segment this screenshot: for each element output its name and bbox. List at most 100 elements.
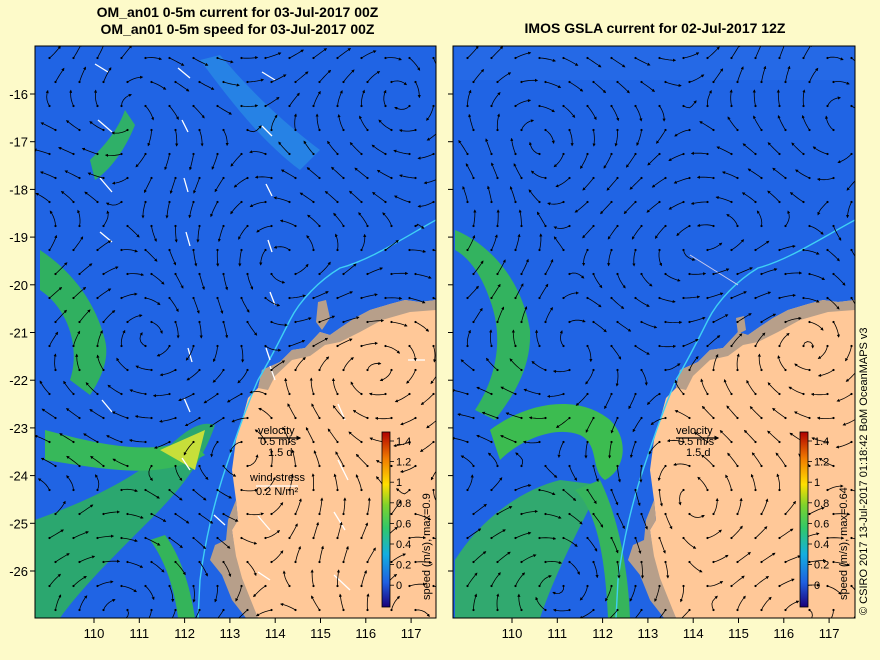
left-streamline bbox=[385, 239, 399, 251]
left-streamline bbox=[145, 105, 155, 121]
right-streamline bbox=[794, 363, 810, 371]
left-streamline bbox=[319, 356, 330, 371]
left-streamline bbox=[79, 595, 88, 611]
left-streamline bbox=[79, 504, 94, 515]
credit-text: © CSIRO 2017 13-Jul-2017 01:18:42 BoM Oc… bbox=[858, 327, 870, 615]
left-streamline bbox=[313, 521, 320, 539]
right-streamline bbox=[689, 316, 706, 323]
right-streamline bbox=[858, 226, 861, 242]
right-streamline bbox=[779, 293, 796, 299]
right-streamline bbox=[749, 405, 762, 419]
left-streamline bbox=[440, 274, 455, 281]
right-streamline bbox=[635, 57, 651, 66]
left-streamline bbox=[199, 81, 215, 90]
left-streamline bbox=[203, 393, 218, 404]
left-streamline bbox=[49, 46, 61, 59]
left-streamline bbox=[247, 561, 257, 577]
left-streamline bbox=[81, 147, 98, 155]
right-streamline bbox=[509, 358, 522, 371]
left-streamline bbox=[103, 599, 116, 611]
left-streamline bbox=[295, 71, 309, 83]
right-streamline bbox=[528, 189, 540, 203]
left-streamline bbox=[223, 465, 237, 477]
right-streamline bbox=[809, 321, 824, 331]
right-streamline bbox=[716, 146, 732, 155]
right-streamline bbox=[593, 465, 599, 483]
left-lat-tick--25: -25 bbox=[9, 516, 28, 531]
left-streamline bbox=[337, 291, 354, 299]
left-streamline bbox=[265, 476, 276, 491]
right-streamline bbox=[785, 500, 796, 515]
left-streamline bbox=[319, 261, 331, 275]
left-streamline bbox=[343, 69, 355, 83]
right-streamline bbox=[696, 223, 714, 227]
right-streamline bbox=[497, 506, 513, 515]
left-streamline bbox=[217, 297, 224, 314]
right-streamline bbox=[491, 529, 506, 539]
right-streamline bbox=[473, 307, 483, 323]
right-streamline bbox=[623, 201, 636, 215]
left-streamline bbox=[65, 120, 80, 131]
right-streamline bbox=[650, 417, 666, 426]
right-streamline bbox=[727, 116, 738, 131]
left-streamline bbox=[287, 403, 296, 419]
right-streamline bbox=[635, 297, 650, 307]
left-streamline bbox=[271, 502, 284, 515]
right-streamline bbox=[830, 609, 834, 618]
right-streamline bbox=[491, 234, 498, 251]
right-streamline bbox=[515, 531, 532, 539]
right-streamline bbox=[497, 551, 511, 563]
right-streamline bbox=[574, 201, 588, 213]
right-streamline bbox=[755, 240, 770, 251]
left-streamline bbox=[106, 435, 122, 443]
left-streamline bbox=[391, 271, 409, 275]
left-streamline bbox=[249, 390, 266, 395]
right-streamline bbox=[489, 329, 493, 347]
right-streamline bbox=[521, 78, 539, 83]
right-streamline bbox=[515, 452, 524, 467]
left-streamline bbox=[223, 273, 229, 291]
right-streamline bbox=[785, 65, 791, 83]
right-streamline bbox=[729, 89, 733, 107]
left-streamline bbox=[409, 297, 426, 304]
left-streamline bbox=[417, 153, 434, 160]
left-streamline bbox=[343, 357, 354, 371]
left-streamline bbox=[433, 57, 436, 66]
left-streamline bbox=[226, 393, 242, 403]
right-streamline bbox=[803, 46, 813, 59]
right-streamline bbox=[587, 537, 598, 552]
left-streamline bbox=[336, 569, 340, 586]
left-streamline bbox=[45, 89, 50, 107]
left-streamline bbox=[175, 129, 179, 147]
right-streamline bbox=[539, 575, 552, 587]
right-streamline bbox=[772, 167, 786, 179]
right-streamline bbox=[545, 81, 562, 88]
left-streamline bbox=[295, 263, 309, 275]
left-streamline bbox=[440, 226, 451, 238]
left-streamline bbox=[343, 545, 349, 563]
left-streamline bbox=[337, 338, 353, 347]
right-streamline bbox=[674, 410, 690, 419]
right-streamline bbox=[827, 249, 840, 262]
right-streamline bbox=[683, 249, 696, 261]
left-streamline bbox=[270, 449, 274, 467]
right-streamline bbox=[827, 536, 845, 540]
left-streamline bbox=[265, 52, 282, 59]
right-streamline bbox=[817, 201, 828, 216]
left-streamline bbox=[196, 225, 200, 243]
left-lon-tick-116: 116 bbox=[355, 626, 376, 641]
left-streamline bbox=[319, 69, 332, 83]
right-streamline bbox=[553, 236, 564, 251]
right-streamline bbox=[736, 353, 740, 371]
left-streamline bbox=[79, 555, 96, 563]
right-streamline bbox=[580, 153, 588, 169]
right-streamline bbox=[858, 82, 871, 91]
right-streamline bbox=[761, 596, 772, 611]
left-streamline bbox=[419, 441, 434, 452]
left-streamline bbox=[79, 263, 93, 275]
right-streamline bbox=[521, 119, 535, 131]
left-streamline bbox=[333, 473, 338, 491]
left-streamline bbox=[217, 537, 231, 549]
right-streamline bbox=[635, 537, 642, 554]
left-streamline bbox=[193, 249, 198, 267]
